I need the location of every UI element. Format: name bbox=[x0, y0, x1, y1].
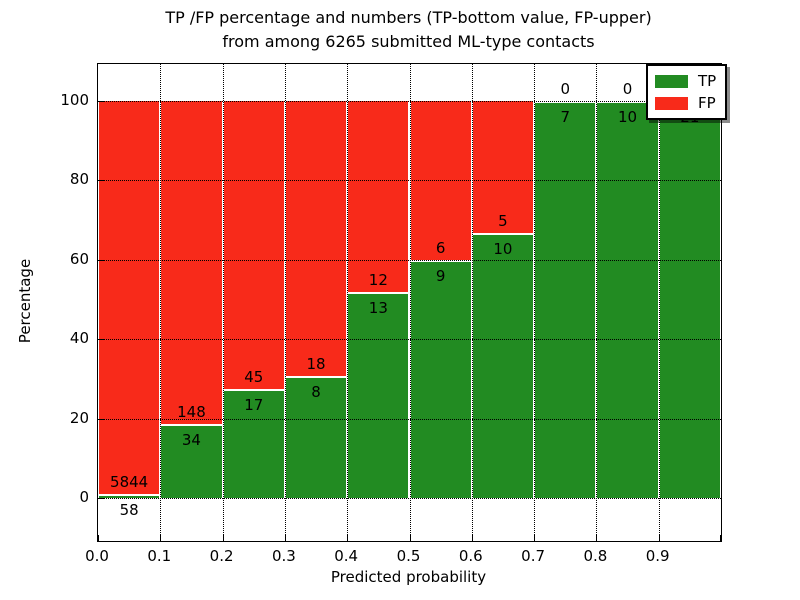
legend-label: TP bbox=[698, 72, 717, 90]
x-tick-mark bbox=[160, 535, 162, 541]
y-axis-label: Percentage bbox=[16, 258, 34, 344]
v-gridline bbox=[471, 64, 473, 541]
legend-entry: FP bbox=[655, 92, 716, 114]
tp-count-label: 34 bbox=[181, 430, 201, 449]
chart-title-line2: from among 6265 submitted ML-type contac… bbox=[222, 32, 595, 51]
fp-count-label: 0 bbox=[560, 80, 571, 98]
x-tick-label: 0.1 bbox=[147, 547, 172, 565]
fp-count-label: 5844 bbox=[110, 473, 149, 492]
fp-count-label: 6 bbox=[435, 238, 446, 257]
bar-segment-tp bbox=[409, 259, 472, 498]
plot-area: 58445814834451718812136951007010021 bbox=[97, 63, 722, 542]
y-tick-label: 0 bbox=[79, 488, 89, 506]
tp-count-label: 13 bbox=[368, 298, 388, 317]
bar-segment-tp bbox=[222, 389, 285, 498]
y-tick-mark bbox=[98, 180, 104, 182]
legend-entry: TP bbox=[655, 70, 716, 92]
x-tick-mark bbox=[534, 535, 536, 541]
chart-title-line1: TP /FP percentage and numbers (TP-bottom… bbox=[165, 8, 652, 27]
x-tick-mark bbox=[409, 535, 411, 541]
legend-swatch-fp bbox=[655, 96, 688, 110]
x-tick-label: 0.0 bbox=[85, 547, 109, 565]
v-gridline bbox=[596, 64, 598, 541]
bar-segment-fp bbox=[98, 101, 161, 495]
fp-count-label: 5 bbox=[498, 212, 508, 231]
bar-segment-fp bbox=[347, 101, 410, 292]
x-tick-label: 0.5 bbox=[396, 547, 421, 565]
v-gridline bbox=[160, 64, 162, 541]
fp-count-label: 0 bbox=[622, 80, 633, 98]
y-tick-label: 40 bbox=[69, 329, 89, 348]
fp-count-label: 18 bbox=[306, 354, 326, 373]
tp-count-label: 9 bbox=[435, 266, 446, 285]
v-gridline bbox=[222, 64, 224, 541]
bar-segment-tp bbox=[284, 375, 348, 498]
v-gridline bbox=[534, 64, 536, 541]
bar-segment-fp bbox=[222, 101, 285, 390]
x-tick-mark bbox=[471, 535, 473, 541]
tp-count-label: 8 bbox=[311, 382, 321, 401]
x-axis-label: Predicted probability bbox=[330, 568, 487, 586]
bar-segment-tp bbox=[471, 233, 535, 498]
bar-segment-fp bbox=[284, 101, 348, 376]
tp-count-label: 58 bbox=[119, 501, 139, 520]
bar-segment-tp bbox=[534, 101, 597, 498]
tp-count-label: 10 bbox=[617, 108, 638, 126]
bar-segment-fp bbox=[471, 101, 535, 234]
x-tick-mark bbox=[720, 535, 721, 541]
y-tick-mark bbox=[98, 339, 104, 341]
tp-count-label: 10 bbox=[493, 240, 513, 259]
legend: TP FP bbox=[646, 64, 728, 120]
tp-count-label: 17 bbox=[244, 396, 264, 415]
y-tick-mark bbox=[98, 498, 104, 499]
bar-segment-tp bbox=[347, 291, 410, 498]
x-tick-label: 0.3 bbox=[271, 547, 296, 565]
x-tick-label: 0.8 bbox=[583, 547, 608, 565]
legend-label: FP bbox=[698, 94, 716, 112]
v-gridline bbox=[658, 64, 660, 541]
x-tick-mark bbox=[596, 535, 598, 541]
x-tick-label: 0.7 bbox=[521, 547, 546, 565]
bar-segment-tp bbox=[658, 101, 721, 498]
tp-count-label: 7 bbox=[560, 108, 571, 126]
x-tick-mark bbox=[658, 535, 660, 541]
bar-segment-fp bbox=[160, 101, 223, 424]
x-tick-label: 0.4 bbox=[334, 547, 359, 565]
x-tick-mark bbox=[98, 535, 99, 541]
x-tick-mark bbox=[222, 535, 224, 541]
y-tick-label: 60 bbox=[69, 249, 89, 268]
legend-swatch-tp bbox=[655, 74, 688, 88]
y-tick-label: 100 bbox=[60, 91, 89, 109]
bar-segment-tp bbox=[98, 494, 161, 498]
fp-count-label: 148 bbox=[177, 402, 206, 421]
bar-segment-tp bbox=[596, 101, 659, 498]
y-tick-label: 80 bbox=[69, 170, 89, 189]
x-tick-label: 0.9 bbox=[645, 547, 670, 565]
v-gridline bbox=[347, 64, 349, 541]
v-gridline bbox=[284, 64, 286, 541]
x-tick-mark bbox=[284, 535, 286, 541]
v-gridline bbox=[409, 64, 411, 541]
y-tick-mark bbox=[98, 418, 104, 420]
fp-count-label: 12 bbox=[368, 270, 388, 289]
fp-count-label: 45 bbox=[244, 368, 264, 387]
x-tick-label: 0.2 bbox=[209, 547, 234, 565]
y-tick-mark bbox=[98, 101, 104, 102]
y-tick-label: 20 bbox=[69, 408, 89, 427]
x-tick-mark bbox=[347, 535, 349, 541]
x-tick-label: 0.6 bbox=[458, 547, 483, 565]
y-tick-mark bbox=[98, 259, 104, 261]
chart-title: TP /FP percentage and numbers (TP-bottom… bbox=[97, 6, 720, 54]
